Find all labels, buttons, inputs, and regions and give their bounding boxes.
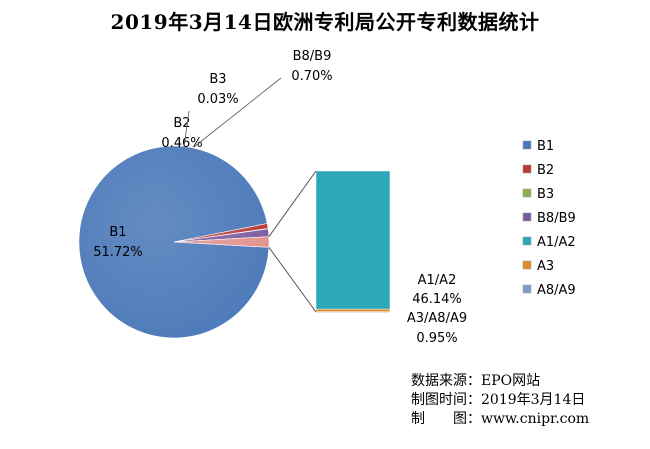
source-line: 数据来源：EPO网站 [411, 372, 646, 391]
legend-label: B3 [537, 187, 554, 202]
legend-swatch [523, 261, 531, 269]
data-label: B8/B9 [293, 49, 332, 64]
legend-label: A1/A2 [537, 235, 576, 250]
bar-segment [316, 171, 390, 309]
legend-swatch [523, 165, 531, 173]
legend-swatch [523, 189, 531, 197]
chart-author-line: 制 图：www.cnipr.com [411, 410, 646, 429]
source-info: 数据来源：EPO网站 制图时间：2019年3月14日 制 图：www.cnipr… [411, 372, 646, 429]
legend-label: B1 [537, 139, 554, 154]
legend-swatch [523, 285, 531, 293]
data-label: 0.95% [416, 331, 457, 346]
chart-date-line: 制图时间：2019年3月14日 [411, 391, 646, 410]
data-label: 46.14% [412, 292, 462, 307]
bar-segment [316, 312, 390, 313]
data-label: 51.72% [93, 245, 143, 260]
data-label: 0.46% [161, 136, 202, 151]
data-label: 0.70% [291, 69, 332, 84]
bar-segment [316, 309, 390, 312]
data-label: B1 [109, 225, 126, 240]
legend-swatch [523, 213, 531, 221]
legend-swatch [523, 237, 531, 245]
connector-line [269, 171, 316, 237]
data-label: 0.03% [197, 92, 238, 107]
legend-label: B8/B9 [537, 211, 576, 226]
data-label: A3/A8/A9 [407, 311, 467, 326]
connector-line [269, 247, 316, 312]
data-label: B3 [209, 72, 226, 87]
legend-label: A8/A9 [537, 283, 576, 298]
leader-line [194, 78, 281, 147]
legend-label: A3 [537, 259, 554, 274]
legend-swatch [523, 141, 531, 149]
data-label: A1/A2 [418, 273, 457, 288]
legend-label: B2 [537, 163, 554, 178]
